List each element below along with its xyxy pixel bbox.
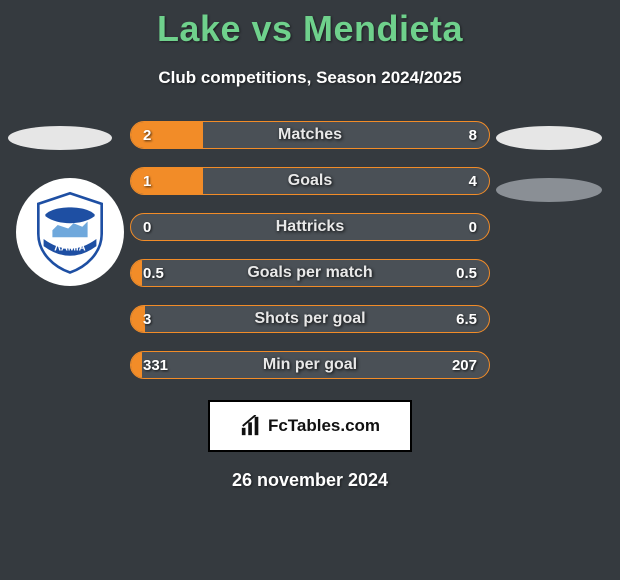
brand-text: FcTables.com [268,416,380,436]
date-text: 26 november 2024 [0,470,620,491]
stat-row: 2 Matches 8 [0,112,620,158]
stat-row: 0 Hattricks 0 [0,204,620,250]
stat-bar-shots-per-goal: 3 Shots per goal 6.5 [130,305,490,333]
stat-row: 0.5 Goals per match 0.5 [0,250,620,296]
stat-label: Matches [131,126,489,144]
stat-bar-goals-per-match: 0.5 Goals per match 0.5 [130,259,490,287]
stat-right-value: 0.5 [456,265,477,282]
stat-right-value: 8 [469,127,477,144]
stat-label: Min per goal [131,356,489,374]
chart-icon [240,415,262,437]
stat-bar-min-per-goal: 331 Min per goal 207 [130,351,490,379]
stat-bar-matches: 2 Matches 8 [130,121,490,149]
page-subtitle: Club competitions, Season 2024/2025 [0,68,620,88]
stat-right-value: 4 [469,173,477,190]
stat-right-value: 0 [469,219,477,236]
stat-row: 331 Min per goal 207 [0,342,620,388]
stat-label: Shots per goal [131,310,489,328]
stat-label: Goals [131,172,489,190]
stat-label: Hattricks [131,218,489,236]
brand-box: FcTables.com [208,400,412,452]
stat-right-value: 6.5 [456,311,477,328]
stat-bar-goals: 1 Goals 4 [130,167,490,195]
stat-row: 1 Goals 4 [0,158,620,204]
stat-right-value: 207 [452,357,477,374]
page-title: Lake vs Mendieta [0,0,620,50]
stats-container: 2 Matches 8 1 Goals 4 0 Hattricks 0 0.5 … [0,112,620,388]
stat-bar-hattricks: 0 Hattricks 0 [130,213,490,241]
stat-row: 3 Shots per goal 6.5 [0,296,620,342]
stat-label: Goals per match [131,264,489,282]
